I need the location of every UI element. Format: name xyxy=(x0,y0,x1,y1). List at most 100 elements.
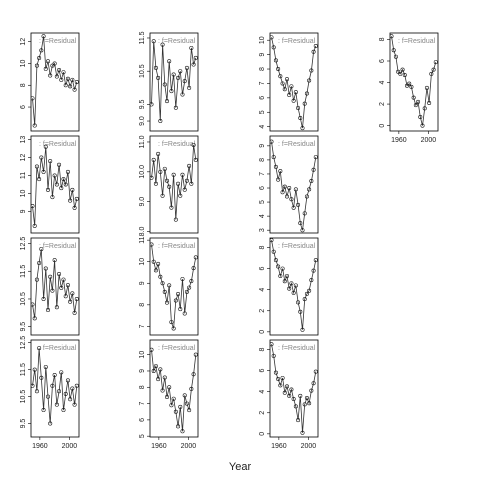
y-tick-label: 0 xyxy=(259,432,266,436)
y-tick-label: 7 xyxy=(139,402,146,406)
y-tick-label: 5 xyxy=(139,434,146,438)
panel-frame xyxy=(149,32,199,132)
point xyxy=(402,73,407,78)
y-tick-label: 8 xyxy=(259,347,266,351)
point xyxy=(311,268,316,273)
point xyxy=(280,190,285,195)
point xyxy=(182,79,187,84)
point xyxy=(63,391,68,396)
y-tick-label: 6 xyxy=(20,105,27,109)
point xyxy=(311,49,316,54)
point xyxy=(50,383,55,388)
point xyxy=(52,258,57,263)
point xyxy=(276,67,281,72)
point xyxy=(178,193,183,198)
point xyxy=(153,65,158,70)
point xyxy=(298,309,303,314)
point xyxy=(284,77,289,82)
point xyxy=(162,289,167,294)
point xyxy=(176,75,181,80)
point xyxy=(278,169,283,174)
strip-label: : f=Residual xyxy=(158,345,196,352)
point xyxy=(70,386,75,391)
series-line xyxy=(32,146,78,226)
point xyxy=(273,164,278,169)
point xyxy=(156,151,161,156)
point xyxy=(278,74,283,79)
point xyxy=(298,116,303,121)
y-tick-label: 11 xyxy=(20,172,27,179)
point xyxy=(162,82,167,87)
point xyxy=(307,288,312,293)
point xyxy=(193,157,198,162)
point xyxy=(37,56,42,61)
point xyxy=(178,69,183,74)
point xyxy=(74,196,79,201)
point xyxy=(61,177,66,182)
y-tick-label: 9 xyxy=(139,369,146,373)
point xyxy=(61,277,66,282)
point xyxy=(278,383,283,388)
point xyxy=(151,368,156,373)
y-tick-label: 9.5 xyxy=(20,322,27,332)
point xyxy=(300,228,305,233)
point xyxy=(68,397,73,402)
point xyxy=(413,103,418,108)
point xyxy=(54,74,59,79)
panel: : f=Residual 0 2 4 6 8 xyxy=(259,237,319,336)
point xyxy=(68,84,73,89)
point xyxy=(187,163,192,168)
point xyxy=(193,352,198,357)
y-tick-label: 12.5 xyxy=(20,237,27,251)
panel-plot: : f=Residual xyxy=(150,38,198,124)
point xyxy=(150,102,154,107)
x-tick-label: 2000 xyxy=(62,443,78,450)
panel: : f=Residual 4 5 6 7 8 9 10 xyxy=(259,32,319,132)
point xyxy=(284,384,289,389)
panel-plot: : f=Residual xyxy=(150,242,198,331)
point xyxy=(63,182,68,187)
point xyxy=(41,34,46,39)
y-tick-label: 13 xyxy=(20,136,27,144)
point xyxy=(156,261,161,266)
point xyxy=(160,388,165,393)
panel-plot: : f=Residual xyxy=(150,345,198,434)
panel-frame xyxy=(30,237,80,336)
x-tick-label: 2000 xyxy=(301,443,317,450)
point xyxy=(171,326,176,331)
point xyxy=(391,48,396,53)
panel-frame xyxy=(30,339,80,438)
series-line xyxy=(271,37,317,129)
panel: : f=Residual 0 2 4 6 8 1960 2000 xyxy=(379,32,439,144)
point xyxy=(289,197,294,202)
y-tick-label: 10 xyxy=(20,59,27,67)
point xyxy=(404,83,409,88)
point xyxy=(50,288,55,293)
point xyxy=(173,409,178,414)
point xyxy=(189,181,194,186)
panel-frame xyxy=(30,135,80,234)
point xyxy=(153,181,158,186)
series-line xyxy=(391,36,437,126)
point xyxy=(296,300,301,305)
x-tick-label: 2000 xyxy=(181,443,197,450)
y-tick-label: 8 xyxy=(259,158,266,162)
point xyxy=(59,186,64,191)
point xyxy=(311,167,316,172)
point xyxy=(191,372,196,377)
point xyxy=(293,187,298,192)
x-tick-label: 1960 xyxy=(151,443,167,450)
y-tick-label: 7 xyxy=(139,324,146,328)
point xyxy=(70,187,75,192)
point xyxy=(39,247,44,252)
point xyxy=(59,370,64,375)
series-line xyxy=(271,141,317,231)
point xyxy=(57,272,62,277)
point xyxy=(427,101,432,106)
point xyxy=(187,85,192,90)
y-tick-label: 12 xyxy=(20,154,27,162)
point xyxy=(57,68,62,73)
point xyxy=(422,106,427,111)
panel-plot: : f=Residual xyxy=(270,139,318,233)
point xyxy=(167,283,172,288)
